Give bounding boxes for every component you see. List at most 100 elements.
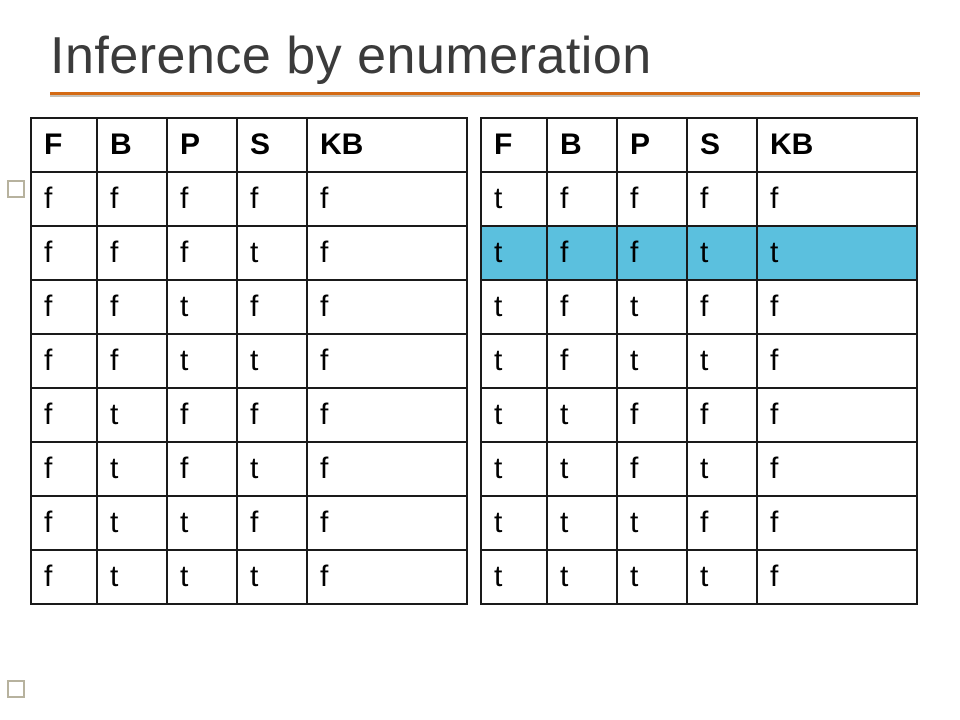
table-cell: t [687, 226, 757, 280]
table-cell: t [481, 280, 547, 334]
table-cell: t [481, 550, 547, 604]
table-cell: f [757, 388, 917, 442]
table-cell: f [757, 550, 917, 604]
table-cell: t [547, 550, 617, 604]
table-row: ffftf [31, 226, 467, 280]
table-cell: t [481, 172, 547, 226]
col-header-kb: KB [307, 118, 467, 172]
table-cell: t [237, 550, 307, 604]
table-cell: f [97, 172, 167, 226]
col-header-p: P [617, 118, 687, 172]
table-row: ttttf [481, 550, 917, 604]
table-cell: f [31, 280, 97, 334]
table-cell: t [97, 388, 167, 442]
table-row: tfttf [481, 334, 917, 388]
table-cell: f [167, 226, 237, 280]
table-cell: t [687, 334, 757, 388]
table-cell: f [167, 442, 237, 496]
truth-table-right: F B P S KB tfffftfftttftfftfttfttfffttft… [480, 117, 918, 605]
table-cell: f [687, 388, 757, 442]
table-cell: f [307, 442, 467, 496]
square-bullet-icon [7, 180, 25, 198]
table-cell: t [687, 550, 757, 604]
table-cell: t [97, 496, 167, 550]
table-cell: t [481, 334, 547, 388]
table-cell: f [617, 172, 687, 226]
table-cell: t [237, 226, 307, 280]
table-cell: f [31, 496, 97, 550]
table-cell: t [481, 496, 547, 550]
table-cell: f [547, 172, 617, 226]
table-cell: f [307, 388, 467, 442]
table-row: ftttf [31, 550, 467, 604]
table-row: tffff [481, 172, 917, 226]
table-cell: t [617, 334, 687, 388]
table-cell: t [617, 496, 687, 550]
table-cell: f [307, 226, 467, 280]
table-cell: t [547, 388, 617, 442]
table-row: tttff [481, 496, 917, 550]
table-cell: f [97, 334, 167, 388]
table-cell: f [31, 550, 97, 604]
table-cell: t [167, 496, 237, 550]
table-cell: f [687, 172, 757, 226]
table-cell: f [307, 496, 467, 550]
slide: Inference by enumeration F B P S KB ffff… [0, 0, 960, 720]
table-cell: f [31, 388, 97, 442]
col-header-b: B [97, 118, 167, 172]
table-cell: f [687, 280, 757, 334]
table-cell: f [757, 496, 917, 550]
col-header-p: P [167, 118, 237, 172]
title-block: Inference by enumeration [0, 0, 960, 107]
table-cell: f [31, 442, 97, 496]
table-right-body: tfffftfftttftfftfttfttfffttftftttffttttf [481, 172, 917, 604]
table-cell: f [31, 226, 97, 280]
title-rule-shadow [50, 95, 920, 97]
table-row: fttff [31, 496, 467, 550]
table-cell: f [307, 280, 467, 334]
table-cell: f [307, 550, 467, 604]
table-cell: t [237, 334, 307, 388]
table-cell: t [481, 226, 547, 280]
table-row: ftftf [31, 442, 467, 496]
table-cell: t [687, 442, 757, 496]
table-cell: t [547, 442, 617, 496]
table-cell: t [237, 442, 307, 496]
table-cell: f [167, 172, 237, 226]
table-header-row: F B P S KB [481, 118, 917, 172]
table-row: tfftt [481, 226, 917, 280]
table-cell: f [237, 172, 307, 226]
col-header-f: F [31, 118, 97, 172]
col-header-s: S [237, 118, 307, 172]
table-cell: f [617, 442, 687, 496]
table-cell: f [307, 172, 467, 226]
col-header-kb: KB [757, 118, 917, 172]
table-cell: f [757, 442, 917, 496]
table-row: ttfff [481, 388, 917, 442]
table-cell: f [547, 226, 617, 280]
tables-row: F B P S KB fffffffftffftffffttfftfffftft… [0, 107, 960, 605]
table-cell: t [547, 496, 617, 550]
table-cell: f [237, 496, 307, 550]
table-cell: f [31, 172, 97, 226]
page-title: Inference by enumeration [50, 26, 920, 86]
table-row: ftfff [31, 388, 467, 442]
table-cell: f [167, 388, 237, 442]
table-cell: f [307, 334, 467, 388]
table-cell: t [167, 280, 237, 334]
table-cell: f [757, 334, 917, 388]
table-row: ffttf [31, 334, 467, 388]
table-cell: f [237, 280, 307, 334]
table-row: ttftf [481, 442, 917, 496]
table-left-body: fffffffftffftffffttfftfffftftffttffftttf [31, 172, 467, 604]
table-cell: f [617, 226, 687, 280]
table-cell: f [757, 280, 917, 334]
table-cell: f [97, 226, 167, 280]
table-row: fftff [31, 280, 467, 334]
table-cell: f [97, 280, 167, 334]
table-cell: t [167, 550, 237, 604]
col-header-s: S [687, 118, 757, 172]
table-row: fffff [31, 172, 467, 226]
table-cell: t [617, 280, 687, 334]
table-cell: f [237, 388, 307, 442]
